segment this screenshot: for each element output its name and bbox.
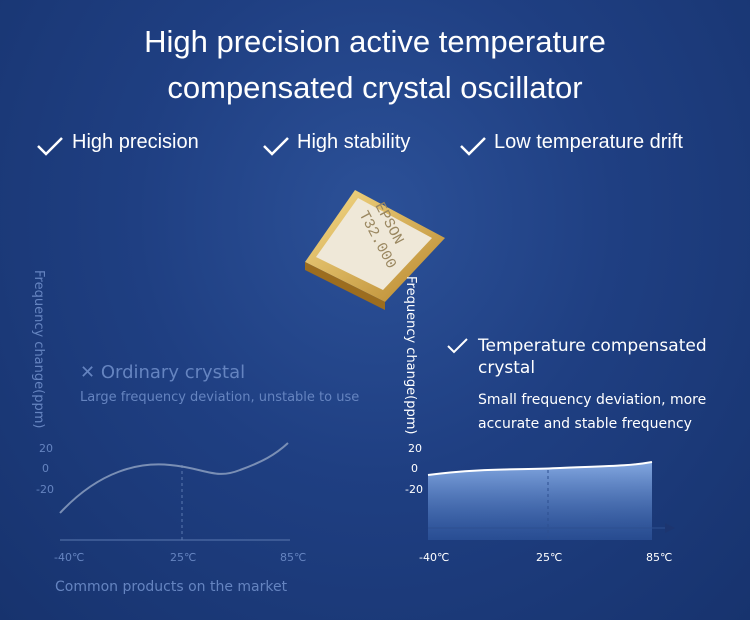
heading-text: Ordinary crystal	[100, 362, 246, 383]
left-chart	[59, 442, 290, 541]
heading: ✕ Ordinary crystal	[80, 362, 246, 383]
chip	[305, 190, 445, 310]
feature: High precision	[72, 131, 199, 153]
x-tick-label: 85℃	[646, 551, 673, 564]
x-tick-label: 25℃	[536, 551, 563, 564]
y-tick-label: 20	[408, 442, 422, 455]
y-tick-label: 0	[42, 462, 49, 475]
feature: Low temperature drift	[494, 131, 683, 153]
x-tick-label: 85℃	[280, 551, 307, 564]
feature: High stability	[297, 131, 411, 153]
x-tick-label: -40℃	[54, 551, 85, 564]
y-tick-label: -20	[405, 483, 423, 496]
description: Large frequency deviation, unstable to u…	[80, 390, 360, 405]
axis-label: Frequency change(ppm)	[31, 270, 46, 429]
checkmarks	[37, 137, 486, 354]
y-tick-label: 20	[39, 442, 53, 455]
axis-label: Frequency change(ppm)	[403, 276, 418, 435]
title-line: High precision active temperature	[144, 24, 606, 59]
x-tick-label: 25℃	[170, 551, 197, 564]
heading: Temperature compensated crystal	[478, 336, 707, 378]
y-tick-label: 0	[411, 462, 418, 475]
right-chart	[427, 461, 675, 540]
title-line: compensated crystal oscillator	[167, 70, 583, 105]
y-tick-label: -20	[36, 483, 54, 496]
caption: Common products on the market	[55, 579, 288, 595]
x-tick-label: -40℃	[419, 551, 450, 564]
description: Small frequency deviation, more accurate…	[478, 392, 707, 432]
